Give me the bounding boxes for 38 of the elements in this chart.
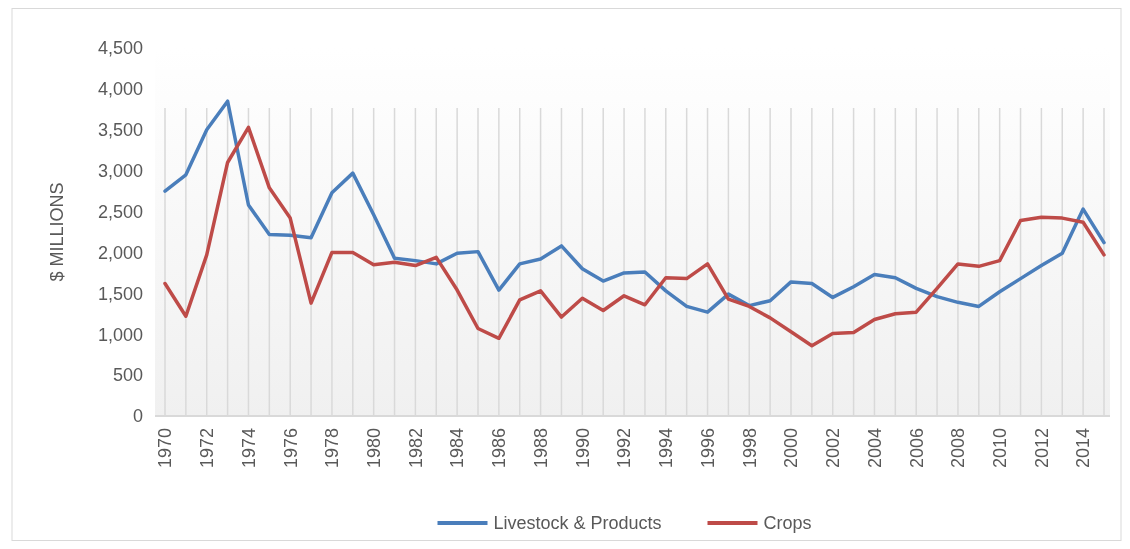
- x-tick-label: 1984: [447, 428, 468, 469]
- x-tick-label: 2006: [906, 428, 927, 469]
- x-tick-label: 1974: [238, 428, 259, 469]
- x-tick-label: 2004: [864, 428, 885, 469]
- y-tick-label: 2,000: [97, 242, 143, 263]
- y-axis-title: $ MILLIONS: [47, 182, 67, 282]
- x-tick-label: 1990: [572, 428, 593, 469]
- x-tick-label: 1988: [530, 428, 551, 469]
- y-tick-label: 3,000: [97, 160, 143, 181]
- legend-label: Crops: [763, 513, 812, 534]
- legend-label: Livestock & Products: [493, 513, 662, 534]
- x-tick-label: 1998: [739, 428, 760, 469]
- y-tick-label: 1,500: [97, 283, 143, 304]
- x-tick-label: 1980: [363, 428, 384, 469]
- x-tick-label: 2002: [823, 428, 844, 469]
- y-tick-label: 2,500: [97, 201, 143, 222]
- line-series: [163, 99, 1106, 314]
- x-tick-label: 1976: [280, 428, 301, 469]
- x-tick-label: 1994: [656, 428, 677, 469]
- y-tick-label: 4,000: [97, 79, 143, 100]
- line-series: [163, 125, 1106, 348]
- y-tick-label: 500: [112, 365, 143, 386]
- x-tick-label: 1996: [697, 428, 718, 469]
- x-tick-label: 2010: [989, 428, 1010, 469]
- x-tick-label: 2012: [1031, 428, 1052, 469]
- x-tick-label: 1970: [155, 428, 176, 469]
- x-tick-label: 1982: [405, 428, 426, 469]
- x-tick-label: 2008: [948, 428, 969, 469]
- x-tick-label: 2000: [781, 428, 802, 469]
- y-tick-label: 1,000: [97, 324, 143, 345]
- y-tick-label: 3,500: [97, 120, 143, 141]
- x-tick-label: 1972: [197, 428, 218, 469]
- x-tick-label: 1986: [489, 428, 510, 469]
- x-tick-label: 1992: [614, 428, 635, 469]
- x-tick-label: 1978: [322, 428, 343, 469]
- y-tick-label: 4,500: [97, 38, 143, 59]
- x-tick-label: 2014: [1073, 428, 1094, 469]
- y-tick-label: 0: [132, 406, 143, 427]
